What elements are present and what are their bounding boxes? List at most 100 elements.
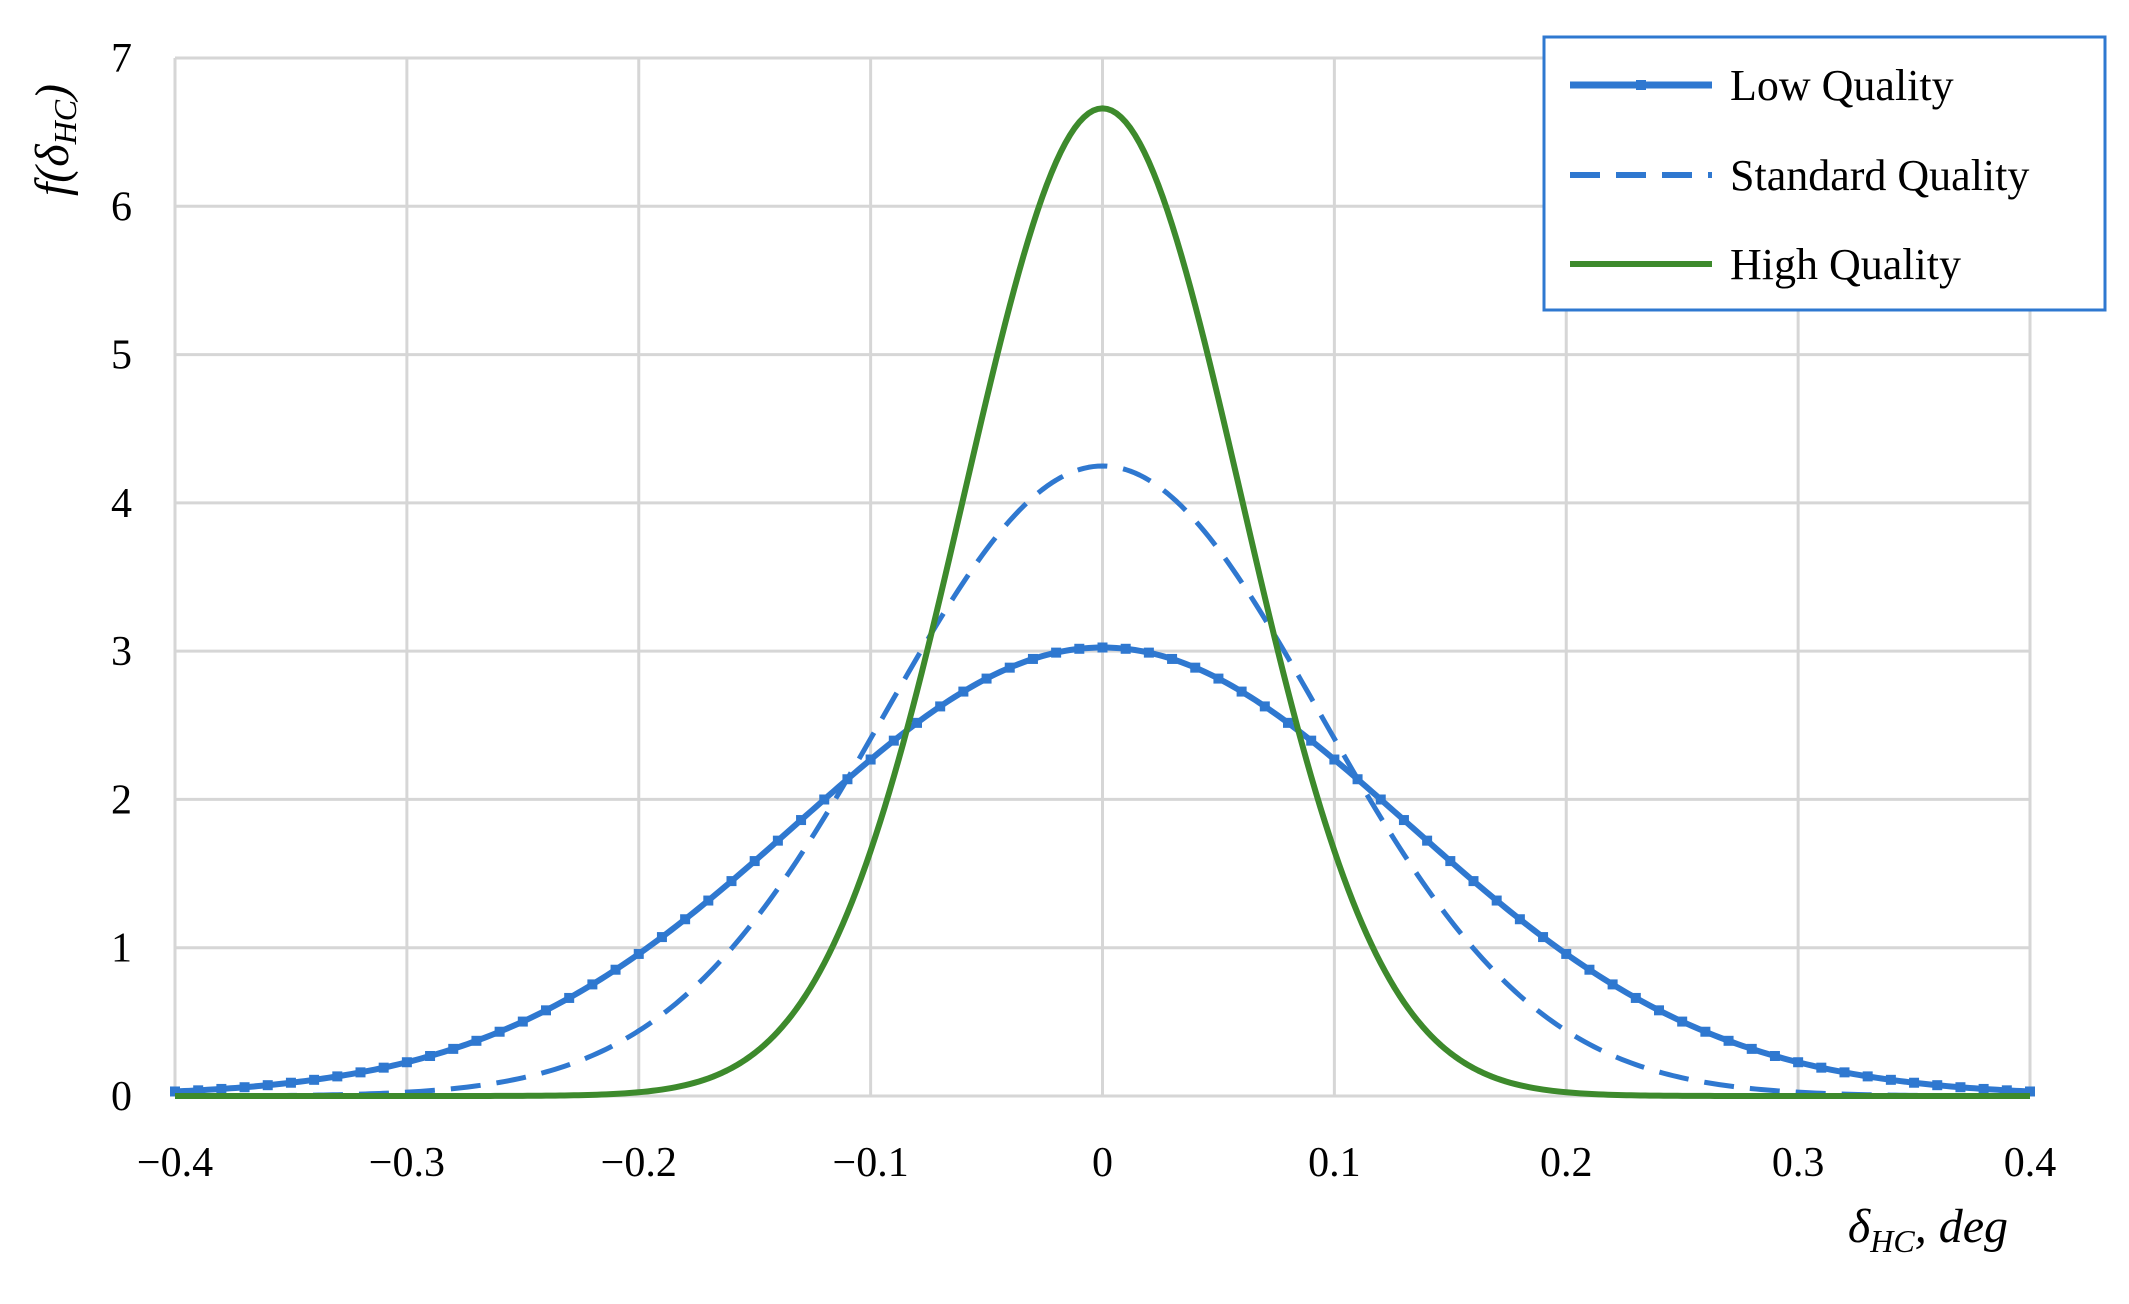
- low-quality-marker: [1352, 774, 1363, 785]
- low-quality-marker: [1862, 1071, 1873, 1082]
- low-quality-marker: [1677, 1016, 1688, 1027]
- low-quality-marker: [633, 948, 644, 959]
- low-quality-marker: [1422, 835, 1433, 846]
- series-high-quality-line: [175, 105, 2030, 1099]
- low-quality-marker: [772, 835, 783, 846]
- low-quality-marker: [1375, 794, 1386, 805]
- y-tick-label: 2: [111, 777, 132, 823]
- low-quality-marker: [888, 735, 899, 746]
- x-tick-label: −0.1: [833, 1140, 909, 1186]
- low-quality-marker: [1283, 717, 1293, 728]
- low-quality-marker: [355, 1067, 366, 1078]
- y-tick-label: 6: [111, 184, 132, 230]
- legend-label-low-quality: Low Quality: [1730, 61, 1954, 110]
- low-quality-marker: [239, 1082, 250, 1093]
- low-quality-marker: [1491, 895, 1502, 906]
- x-tick-label: 0: [1092, 1140, 1113, 1186]
- low-quality-marker: [170, 1086, 180, 1097]
- low-quality-marker: [1746, 1043, 1757, 1054]
- low-quality-marker: [1213, 673, 1224, 684]
- low-quality-marker: [309, 1074, 320, 1085]
- legend-item-standard-quality: Standard Quality: [1570, 151, 2029, 200]
- x-tick-labels: −0.4 −0.3 −0.2 −0.1 0 0.1 0.2 0.3 0.4: [137, 1140, 2056, 1186]
- low-quality-marker: [935, 701, 946, 712]
- curves: [170, 105, 2035, 1099]
- low-quality-marker: [1978, 1083, 1989, 1094]
- y-tick-label: 4: [111, 481, 132, 527]
- y-tick-labels: 0 1 2 3 4 5 6 7: [111, 36, 132, 1120]
- low-quality-marker: [1445, 856, 1456, 867]
- low-quality-marker: [1468, 876, 1479, 887]
- low-quality-marker: [1654, 1005, 1664, 1016]
- low-quality-marker: [796, 815, 807, 826]
- low-quality-marker: [1561, 948, 1572, 959]
- low-quality-marker: [1584, 964, 1595, 975]
- low-quality-marker: [1538, 932, 1549, 943]
- low-quality-marker: [703, 895, 714, 906]
- y-axis-title-suffix: ): [26, 84, 79, 103]
- legend-marker-low-quality: [1636, 80, 1646, 90]
- low-quality-marker: [1236, 686, 1247, 697]
- low-quality-marker: [378, 1062, 389, 1073]
- low-quality-marker: [1329, 754, 1340, 765]
- low-quality-marker: [1885, 1074, 1896, 1085]
- low-quality-marker: [541, 1005, 551, 1016]
- x-tick-label: −0.2: [601, 1140, 677, 1186]
- low-quality-marker: [1514, 914, 1525, 925]
- series-standard-quality-line: [174, 463, 2031, 1099]
- low-quality-marker: [517, 1016, 528, 1027]
- low-quality-marker: [842, 774, 853, 785]
- low-quality-marker: [912, 717, 922, 728]
- legend-item-low-quality: Low Quality: [1570, 61, 1954, 110]
- low-quality-marker: [1398, 815, 1409, 826]
- x-tick-label: 0.3: [1772, 1140, 1825, 1186]
- low-quality-marker: [471, 1035, 482, 1046]
- x-tick-label: 0.4: [2004, 1140, 2057, 1186]
- low-quality-marker: [1607, 979, 1618, 990]
- low-quality-marker: [564, 992, 575, 1003]
- low-quality-marker: [1097, 642, 1108, 653]
- x-tick-label: 0.1: [1308, 1140, 1361, 1186]
- low-quality-marker: [1051, 647, 1062, 658]
- x-axis-title-main: δ: [1848, 1200, 1871, 1253]
- low-quality-marker: [332, 1071, 343, 1082]
- low-quality-marker: [1120, 643, 1131, 654]
- y-axis-title-prefix: f(δ: [26, 144, 79, 196]
- low-quality-marker: [1074, 643, 1085, 654]
- low-quality-marker: [1167, 653, 1178, 664]
- y-tick-label: 0: [111, 1074, 132, 1120]
- low-quality-marker: [1793, 1057, 1804, 1068]
- low-quality-marker: [1004, 662, 1015, 673]
- low-quality-marker: [216, 1083, 227, 1094]
- low-quality-marker: [1700, 1026, 1711, 1037]
- x-tick-label: −0.3: [369, 1140, 445, 1186]
- y-tick-label: 1: [111, 926, 132, 972]
- low-quality-marker: [1306, 735, 1317, 746]
- legend-item-high-quality: High Quality: [1570, 240, 1961, 289]
- low-quality-marker: [1027, 653, 1038, 664]
- low-quality-marker: [587, 979, 598, 990]
- low-quality-marker: [1769, 1050, 1780, 1061]
- low-quality-marker: [1955, 1082, 1966, 1093]
- x-tick-label: 0.2: [1540, 1140, 1593, 1186]
- legend: Low Quality Standard Quality High Qualit…: [1542, 35, 2107, 312]
- low-quality-marker: [865, 754, 876, 765]
- low-quality-marker: [425, 1050, 436, 1061]
- low-quality-marker: [262, 1080, 273, 1091]
- low-quality-marker: [1839, 1067, 1850, 1078]
- low-quality-marker: [1723, 1035, 1734, 1046]
- low-quality-marker: [1816, 1062, 1827, 1073]
- low-quality-marker: [448, 1043, 459, 1054]
- low-quality-marker: [680, 914, 691, 925]
- low-quality-marker: [193, 1085, 204, 1096]
- y-tick-label: 3: [111, 629, 132, 675]
- legend-label-standard-quality: Standard Quality: [1730, 151, 2029, 200]
- y-axis-title-sub: HC: [47, 99, 83, 145]
- low-quality-marker: [401, 1057, 412, 1068]
- low-quality-marker: [726, 876, 737, 887]
- low-quality-marker: [819, 794, 830, 805]
- low-quality-marker: [1630, 992, 1641, 1003]
- low-quality-marker: [958, 686, 969, 697]
- x-tick-label: −0.4: [137, 1140, 213, 1186]
